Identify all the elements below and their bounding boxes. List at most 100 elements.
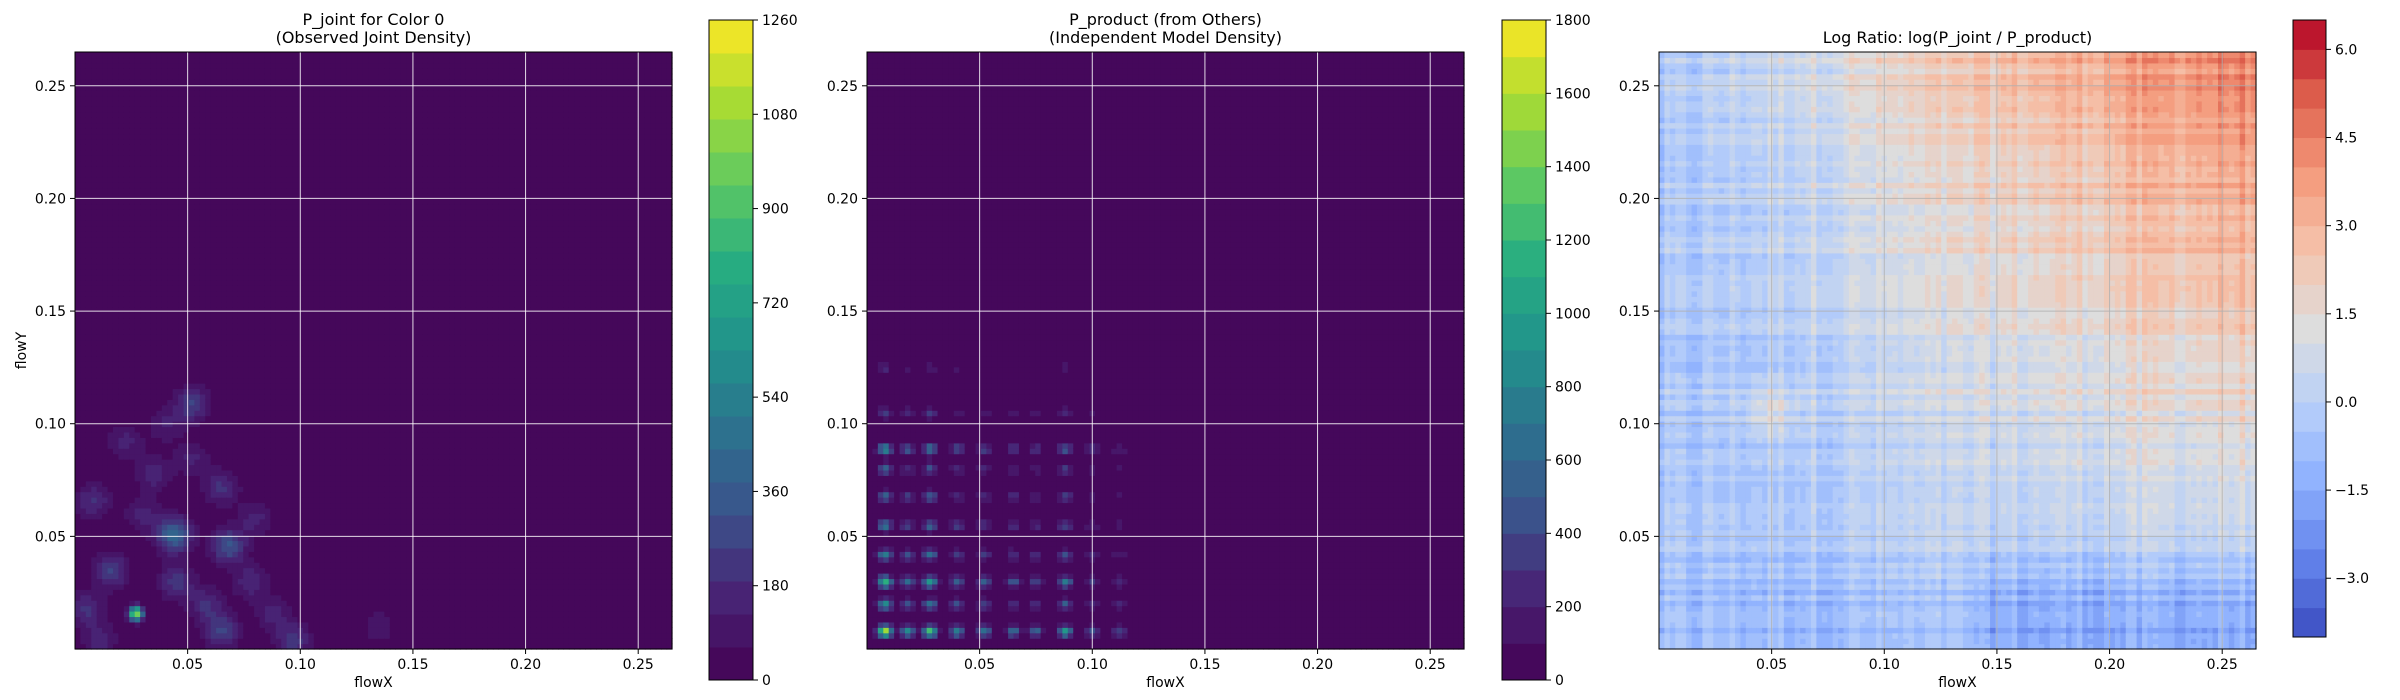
heatmap-cell [270, 144, 277, 151]
heatmap-cell [259, 529, 266, 536]
heatmap-cell [112, 317, 120, 324]
heatmap-cell [226, 632, 233, 639]
heatmap-cell [156, 187, 163, 194]
heatmap-cell [80, 209, 87, 216]
heatmap-cell [188, 578, 195, 585]
heatmap-cell [194, 193, 201, 200]
heatmap-cell [178, 410, 185, 417]
heatmap-cell [96, 540, 103, 547]
heatmap-cell [194, 144, 201, 151]
heatmap-cell [96, 334, 103, 341]
heatmap-cell [281, 616, 288, 623]
heatmap-cell [102, 334, 109, 341]
heatmap-cell [96, 52, 103, 59]
heatmap-cell [248, 165, 255, 172]
heatmap-cell [270, 176, 277, 183]
heatmap-cell [254, 133, 261, 140]
heatmap-cell [150, 442, 158, 449]
heatmap-cell [188, 220, 195, 227]
heatmap-cell [167, 469, 174, 476]
heatmap-cell [216, 122, 223, 129]
heatmap-cell [264, 426, 271, 433]
heatmap-cell [178, 464, 185, 471]
heatmap-cell [107, 383, 114, 390]
heatmap-cell [102, 100, 109, 107]
heatmap-cell [243, 155, 250, 162]
heatmap-cell [145, 345, 152, 352]
heatmap-cell [259, 627, 266, 634]
heatmap-cell [199, 252, 206, 259]
heatmap-cell [286, 187, 293, 194]
heatmap-cell [275, 578, 282, 585]
heatmap-cell [199, 589, 206, 596]
heatmap-cell [102, 491, 109, 498]
heatmap-cell [118, 176, 125, 183]
heatmap-cell [270, 497, 277, 504]
heatmap-cell [178, 127, 185, 135]
heatmap-cell [145, 377, 152, 384]
heatmap-cell [286, 79, 293, 86]
heatmap-cell [270, 567, 277, 574]
heatmap-cell [205, 393, 212, 400]
heatmap-cell [91, 600, 98, 607]
heatmap-cell [248, 241, 255, 248]
heatmap-cell [286, 193, 293, 200]
heatmap-cell [129, 52, 136, 59]
heatmap-cell [232, 122, 239, 129]
heatmap-cell [199, 426, 206, 433]
heatmap-cell [313, 68, 320, 75]
heatmap-cell [150, 469, 158, 476]
heatmap-cell [129, 220, 136, 227]
heatmap-cell [199, 502, 206, 509]
heatmap-cell [140, 73, 147, 80]
heatmap-cell [292, 79, 299, 86]
heatmap-cell [216, 209, 223, 216]
heatmap-cell [243, 241, 250, 248]
heatmap-cell [199, 643, 206, 650]
heatmap-cell [178, 317, 185, 324]
heatmap-cell [80, 383, 87, 390]
heatmap-cell [102, 627, 109, 634]
heatmap-cell [232, 393, 239, 400]
heatmap-cell [259, 502, 266, 509]
heatmap-cell [134, 540, 141, 547]
heatmap-cell [85, 290, 92, 297]
heatmap-cell [102, 404, 109, 411]
heatmap-cell [243, 431, 250, 438]
heatmap-cell [216, 68, 223, 75]
heatmap-cell [150, 84, 158, 91]
heatmap-cell [150, 274, 158, 281]
heatmap-cell [75, 600, 82, 607]
heatmap-cell [156, 399, 163, 406]
heatmap-cell [161, 57, 168, 64]
heatmap-cell [205, 475, 212, 482]
heatmap-cell [145, 431, 152, 438]
heatmap-cell [313, 372, 320, 379]
heatmap-cell [183, 274, 190, 281]
heatmap-cell [199, 632, 206, 639]
heatmap-cell [145, 117, 152, 124]
heatmap-cell [281, 301, 288, 308]
heatmap-cell [75, 328, 82, 335]
heatmap-cell [129, 171, 136, 178]
heatmap-cell [264, 578, 271, 585]
heatmap-cell [107, 52, 114, 59]
heatmap-cell [275, 372, 282, 379]
heatmap-cell [178, 171, 185, 178]
heatmap-cell [134, 355, 141, 362]
heatmap-cell [150, 415, 158, 422]
heatmap-cell [156, 475, 163, 482]
heatmap-cell [194, 296, 201, 303]
heatmap-cell [112, 366, 120, 373]
heatmap-cell [210, 366, 217, 373]
heatmap-cell [210, 149, 217, 156]
heatmap-cell [96, 133, 103, 140]
heatmap-cell [243, 252, 250, 259]
heatmap-cell [313, 144, 320, 151]
heatmap-cell [237, 486, 244, 493]
heatmap-cell [254, 431, 261, 438]
heatmap-cell [232, 73, 239, 80]
heatmap-cell [270, 117, 277, 124]
heatmap-cell [281, 426, 288, 433]
heatmap-cell [167, 269, 174, 276]
